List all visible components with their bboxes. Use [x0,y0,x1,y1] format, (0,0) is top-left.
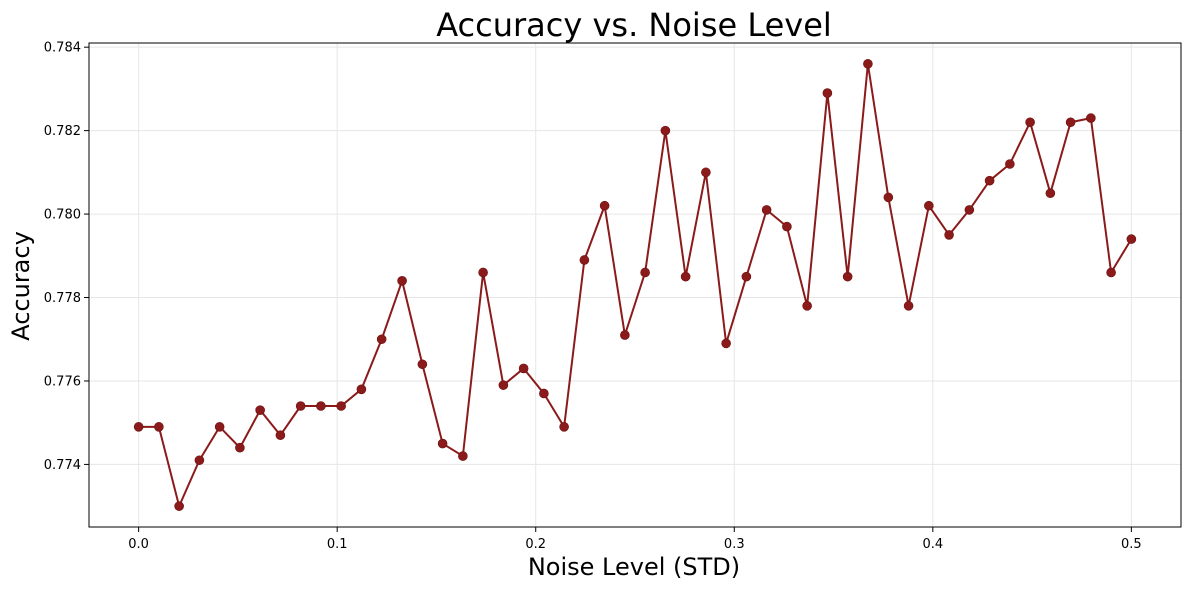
data-point [640,267,650,278]
x-tick-label: 0.2 [525,537,546,552]
data-point [478,267,488,278]
data-point [721,338,731,349]
data-point [802,301,812,311]
x-tick-label: 0.1 [327,537,348,552]
data-point [782,221,792,232]
data-point [174,501,184,511]
data-point [376,334,387,345]
data-point [701,167,711,178]
data-point [863,59,873,69]
data-point [133,422,144,432]
data-point [397,276,407,286]
data-point [924,200,934,211]
y-tick-label: 0.780 [44,208,81,223]
data-point [539,388,549,399]
y-tick-label: 0.776 [44,374,81,389]
data-point [660,125,671,136]
data-point [741,271,752,282]
x-tick-label: 0.5 [1121,537,1142,552]
y-tick-label: 0.778 [44,291,81,306]
y-tick-label: 0.782 [44,124,81,139]
data-point [964,205,975,215]
data-point [1065,117,1076,128]
data-point [235,442,245,453]
data-point [822,88,833,98]
data-point [579,255,590,265]
axes: 0.0 0.1 0.2 0.3 0.4 0.5 0.774 0.776 0.778 0.780 0.… [44,41,1182,552]
x-tick-label: 0.0 [128,537,149,552]
data-point [1086,113,1096,123]
data-point [417,359,428,370]
x-tick-label: 0.3 [724,537,745,552]
x-axis-label: Noise Level (STD) [528,553,740,581]
data-point [903,301,914,311]
y-tick-label: 0.774 [44,458,81,473]
data-point [275,430,286,441]
y-axis-label: Accuracy [7,231,35,341]
data-point [680,271,691,282]
data-point [1126,234,1137,244]
data-point [984,175,995,186]
y-tick-label: 0.784 [44,41,81,56]
data-point [842,271,853,282]
data-point [599,200,610,211]
data-point [559,422,569,432]
data-point [437,438,448,449]
data-point [154,422,164,432]
data-point [194,455,205,466]
data-point [1106,267,1116,278]
data-point [316,401,326,411]
data-point [1005,159,1015,169]
data-point [356,384,367,395]
data-point [944,230,954,240]
data-point [518,363,529,374]
data-point [295,401,306,411]
data-point [458,451,468,461]
grid [89,43,1181,527]
data-point [1045,188,1056,199]
data-series [133,59,1137,511]
data-point [214,422,225,432]
chart-title: Accuracy vs. Noise Level [436,6,832,44]
plot-frame [88,42,1182,528]
data-point [336,401,346,411]
data-point [883,192,894,203]
data-point [498,380,509,390]
data-point [620,330,630,340]
x-tick-label: 0.4 [922,537,943,552]
data-point [1025,117,1035,128]
data-point [761,205,772,215]
data-point [255,405,265,415]
